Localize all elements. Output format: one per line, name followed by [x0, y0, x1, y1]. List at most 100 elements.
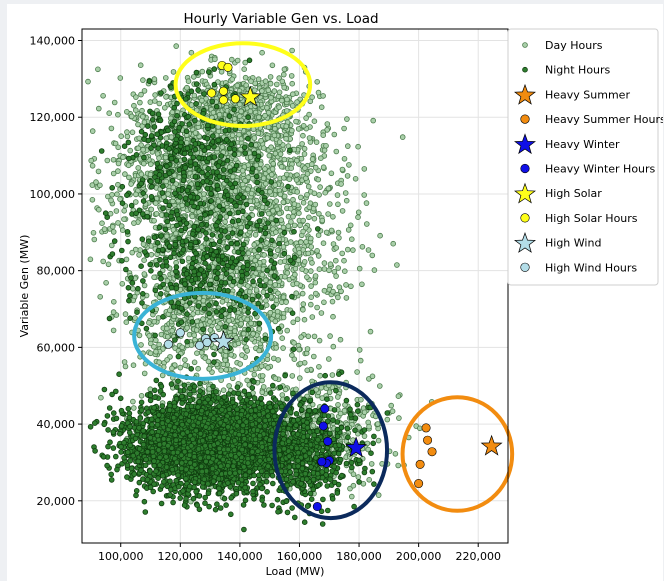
day-hour-point: [309, 260, 315, 266]
day-hour-point: [396, 415, 402, 421]
day-hour-point: [120, 154, 126, 161]
day-hour-point: [165, 191, 171, 197]
day-hour-point: [352, 176, 359, 182]
night-hour-point: [170, 499, 176, 506]
day-hour-point: [316, 192, 322, 198]
day-hour-point: [341, 125, 347, 132]
day-hour-point: [290, 213, 296, 220]
day-hour-point: [341, 156, 348, 162]
day-hour-point: [179, 202, 186, 209]
day-hour-point: [121, 359, 128, 365]
day-hour-point: [259, 271, 266, 278]
day-hour-point: [316, 337, 323, 344]
day-hour-point: [198, 244, 205, 250]
day-hour-point: [306, 135, 313, 141]
day-hour-point: [300, 132, 306, 139]
day-hour-point: [318, 310, 325, 316]
day-hour-point: [304, 274, 310, 280]
day-hour-point: [115, 160, 122, 167]
day-hour-point: [130, 398, 136, 405]
day-hour-point: [184, 84, 190, 91]
day-hour-point: [271, 88, 278, 94]
night-hour-point: [106, 405, 113, 411]
day-hour-point: [375, 492, 382, 498]
day-hour-point: [148, 206, 155, 213]
day-hour-point: [89, 163, 96, 169]
day-hour-point: [289, 373, 296, 379]
day-hour-point: [310, 353, 317, 360]
day-hour-point: [241, 330, 247, 337]
day-hour-point: [226, 317, 232, 324]
day-hour-point: [252, 232, 259, 238]
day-hour-point: [316, 266, 323, 273]
day-hour-point: [95, 168, 102, 175]
day-hour-point: [281, 193, 288, 200]
day-hour-point: [274, 247, 281, 254]
day-hour-point: [344, 116, 350, 122]
day-hour-point: [269, 166, 276, 172]
day-hour-point: [275, 357, 282, 363]
day-hour-point: [124, 129, 130, 135]
day-hour-point: [268, 144, 274, 151]
day-hour-point: [270, 160, 277, 167]
day-hour-point: [370, 117, 377, 124]
day-hour-point: [359, 281, 365, 288]
day-hour-point: [272, 375, 279, 382]
day-hour-point: [151, 218, 157, 224]
night-hour-point: [177, 495, 184, 501]
day-hour-point: [343, 197, 350, 204]
day-hour-point: [256, 265, 262, 272]
day-hour-point: [296, 250, 303, 256]
day-hour-point: [267, 309, 274, 316]
day-hour-point: [245, 250, 252, 257]
day-hour-point: [343, 282, 349, 288]
day-hour-point: [323, 143, 329, 149]
day-hour-point: [328, 170, 335, 177]
day-hour-point: [306, 204, 313, 211]
day-hour-point: [124, 109, 130, 115]
day-hour-point: [89, 197, 96, 203]
day-hour-point: [292, 271, 298, 278]
day-hour-point: [234, 57, 241, 64]
day-hour-point: [354, 369, 360, 375]
day-hour-point: [311, 118, 318, 124]
day-hour-point: [337, 336, 344, 343]
day-hour-point: [117, 196, 123, 202]
day-hour-point: [164, 325, 170, 332]
day-hour-point: [128, 113, 135, 120]
day-hour-point: [312, 290, 319, 297]
day-hour-point: [229, 76, 236, 82]
day-hour-point: [306, 111, 312, 118]
day-hour-point: [282, 273, 288, 280]
day-hour-point: [238, 321, 244, 327]
day-hour-point: [171, 313, 177, 320]
day-hour-point: [358, 396, 364, 403]
day-hour-point: [256, 347, 262, 354]
day-hour-point: [136, 135, 143, 142]
day-hour-point: [389, 408, 396, 415]
day-hour-point: [220, 387, 227, 394]
day-hour-point: [299, 290, 306, 297]
day-hour-point: [244, 316, 251, 323]
figure: Hourly Variable Gen vs. Load 100,000 120,…: [7, 4, 663, 581]
day-hour-point: [248, 190, 255, 197]
day-hour-point: [252, 257, 258, 264]
day-hour-point: [216, 111, 223, 118]
day-hour-point: [297, 222, 303, 229]
day-hour-point: [267, 74, 274, 80]
day-hour-point: [265, 364, 271, 371]
night-hour-point: [108, 471, 114, 478]
day-hour-point: [258, 137, 264, 144]
day-hour-point: [146, 333, 153, 339]
day-hour-point: [165, 333, 171, 340]
day-hour-point: [115, 181, 121, 188]
day-hour-point: [376, 383, 383, 389]
day-hour-point: [377, 232, 383, 239]
day-hour-point: [259, 49, 265, 56]
day-hour-point: [335, 229, 342, 236]
day-hour-point: [207, 318, 213, 325]
day-hour-point: [131, 405, 137, 411]
day-hour-point: [151, 343, 157, 350]
day-hour-point: [129, 129, 136, 136]
day-hour-point: [320, 93, 326, 99]
